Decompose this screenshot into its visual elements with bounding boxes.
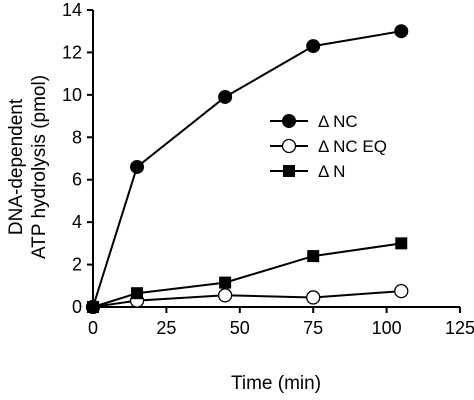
y-tick-label: 6 <box>72 170 82 190</box>
data-point <box>130 159 145 174</box>
axes: 0 2 4 6 8 10 12 14 0 25 50 75 100 125 <box>62 0 474 338</box>
y-axis-label-line-2: ATP hydrolysis (pmol) <box>29 75 50 259</box>
legend-marker-1 <box>281 138 297 154</box>
series-layer <box>85 24 409 315</box>
legend: Δ NC Δ NC EQ Δ N <box>270 112 387 181</box>
data-point <box>131 287 144 300</box>
data-point <box>394 283 409 299</box>
x-axis-label: Time (min) <box>231 373 321 394</box>
data-point <box>306 39 321 54</box>
x-tick-label: 125 <box>445 318 474 338</box>
data-point <box>217 288 233 303</box>
y-axis-label-line-1: DNA-dependent <box>6 98 27 235</box>
y-tick-label: 2 <box>72 255 82 275</box>
y-tick-label: 12 <box>62 42 82 62</box>
legend-marker-0 <box>282 114 296 128</box>
data-point <box>395 237 408 250</box>
legend-label-1: Δ NC EQ <box>318 137 387 156</box>
data-point <box>307 250 320 263</box>
data-point <box>394 24 409 39</box>
y-tick-label: 0 <box>72 297 82 317</box>
y-tick-label: 8 <box>72 127 82 147</box>
x-tick-label: 25 <box>156 318 176 338</box>
x-tick-label: 100 <box>372 318 402 338</box>
x-tick-label: 50 <box>230 318 250 338</box>
data-point <box>219 276 232 289</box>
data-point <box>87 301 99 313</box>
data-point <box>218 89 233 104</box>
y-tick-label: 10 <box>62 85 82 105</box>
legend-label-0: Δ NC <box>318 112 358 131</box>
data-point <box>306 290 321 305</box>
x-tick-label: 0 <box>88 318 98 338</box>
x-tick-label: 75 <box>303 318 323 338</box>
legend-label-2: Δ N <box>318 162 345 181</box>
y-tick-label: 14 <box>62 0 82 20</box>
y-tick-label: 4 <box>72 212 82 232</box>
legend-marker-2 <box>283 165 295 177</box>
